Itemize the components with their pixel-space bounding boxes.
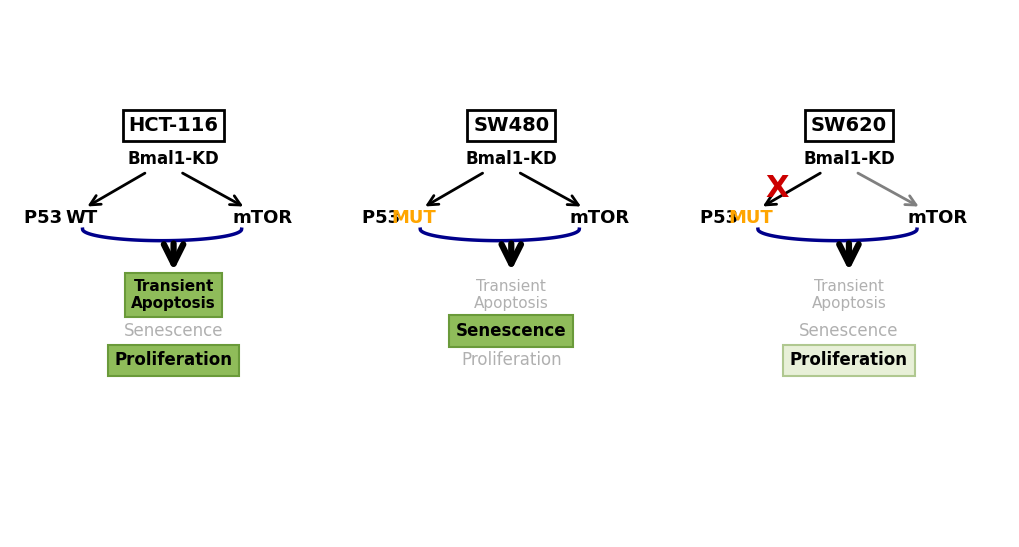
Text: Transient
Apoptosis: Transient Apoptosis xyxy=(811,278,886,311)
Text: P53: P53 xyxy=(699,209,743,226)
Text: P53: P53 xyxy=(362,209,406,226)
Text: SW480: SW480 xyxy=(473,117,549,135)
Text: mTOR: mTOR xyxy=(232,209,292,226)
Text: Proliferation: Proliferation xyxy=(789,352,907,369)
Text: Senescence: Senescence xyxy=(455,322,566,340)
Text: Bmal1-KD: Bmal1-KD xyxy=(465,150,556,167)
Text: Bmal1-KD: Bmal1-KD xyxy=(127,150,219,167)
Text: MUT: MUT xyxy=(390,209,435,226)
Text: X: X xyxy=(764,173,788,203)
Text: Proliferation: Proliferation xyxy=(461,352,561,369)
Text: Senescence: Senescence xyxy=(123,322,223,340)
Text: Transient
Apoptosis: Transient Apoptosis xyxy=(131,278,216,311)
Text: WT: WT xyxy=(66,209,98,226)
Text: Senescence: Senescence xyxy=(799,322,898,340)
Text: Bmal1-KD: Bmal1-KD xyxy=(802,150,894,167)
Text: SW620: SW620 xyxy=(810,117,887,135)
Text: mTOR: mTOR xyxy=(570,209,630,226)
Text: P53: P53 xyxy=(24,209,68,226)
Text: HCT-116: HCT-116 xyxy=(128,117,218,135)
Text: Transient
Apoptosis: Transient Apoptosis xyxy=(474,278,548,311)
Text: Proliferation: Proliferation xyxy=(114,352,232,369)
Text: MUT: MUT xyxy=(728,209,772,226)
Text: mTOR: mTOR xyxy=(907,209,967,226)
